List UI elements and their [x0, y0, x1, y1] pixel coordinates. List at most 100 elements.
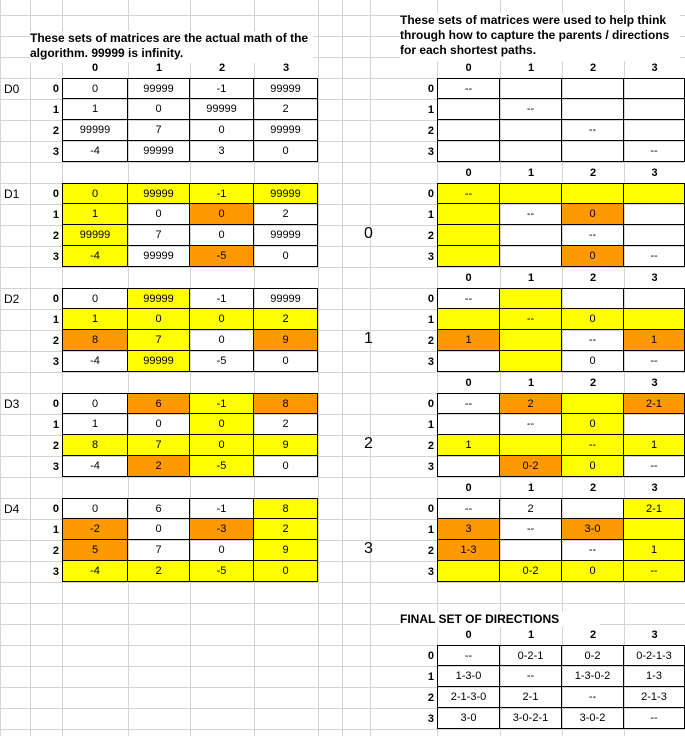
distance-cell[interactable]: -5 [190, 561, 254, 582]
row-label[interactable]: 1 [52, 313, 59, 326]
distance-cell[interactable]: 8 [62, 330, 128, 351]
direction-cell[interactable] [500, 288, 562, 309]
final-direction-cell[interactable]: 2-1-3 [624, 687, 685, 708]
row-label[interactable]: 1 [52, 418, 59, 431]
direction-cell[interactable]: -- [500, 519, 562, 540]
distance-cell[interactable]: -1 [190, 183, 254, 204]
column-header[interactable]: 0 [465, 628, 472, 641]
row-label[interactable]: 0 [427, 187, 434, 200]
matrix-label[interactable]: D0 [4, 81, 20, 96]
column-header[interactable]: 2 [589, 271, 597, 284]
row-label[interactable]: 2 [427, 229, 434, 242]
direction-cell[interactable]: 2 [500, 498, 562, 519]
direction-cell[interactable]: -- [500, 414, 562, 435]
direction-cell[interactable] [500, 183, 562, 204]
direction-cell[interactable]: -- [562, 330, 624, 351]
row-label[interactable]: 0 [427, 649, 434, 662]
distance-cell[interactable]: 99999 [128, 183, 190, 204]
direction-cell[interactable]: 1 [437, 435, 500, 456]
column-header[interactable]: 1 [527, 628, 535, 641]
distance-cell[interactable]: 1 [62, 204, 128, 225]
final-direction-cell[interactable]: 3-0-2 [562, 708, 624, 729]
distance-cell[interactable]: 99999 [254, 225, 318, 246]
distance-cell[interactable]: 0 [128, 519, 190, 540]
direction-cell[interactable]: 0-2 [500, 456, 562, 477]
row-label[interactable]: 0 [52, 187, 59, 200]
distance-cell[interactable]: 9 [254, 540, 318, 561]
direction-cell[interactable] [562, 99, 624, 120]
direction-cell[interactable] [624, 120, 685, 141]
distance-cell[interactable]: 9 [254, 435, 318, 456]
direction-cell[interactable] [500, 540, 562, 561]
matrix-label[interactable]: D4 [4, 501, 20, 516]
direction-cell[interactable]: 2-1 [624, 393, 685, 414]
direction-cell[interactable] [437, 309, 500, 330]
distance-cell[interactable]: 5 [62, 540, 128, 561]
row-label[interactable]: 2 [52, 334, 59, 347]
row-label[interactable]: 1 [52, 208, 59, 221]
direction-cell[interactable] [562, 393, 624, 414]
column-header[interactable]: 0 [91, 61, 99, 74]
direction-cell[interactable] [624, 99, 685, 120]
direction-cell[interactable] [562, 183, 624, 204]
distance-cell[interactable]: 99999 [190, 99, 254, 120]
direction-cell[interactable]: -- [437, 288, 500, 309]
distance-cell[interactable]: 0 [190, 120, 254, 141]
distance-cell[interactable]: 0 [62, 78, 128, 99]
direction-cell[interactable]: 3 [437, 519, 500, 540]
direction-cell[interactable]: 3-0 [562, 519, 624, 540]
row-label[interactable]: 3 [52, 250, 59, 263]
direction-cell[interactable]: -- [562, 225, 624, 246]
distance-cell[interactable]: -1 [190, 78, 254, 99]
final-direction-cell[interactable]: 3-0-2-1 [500, 708, 562, 729]
column-header[interactable]: 2 [589, 61, 597, 74]
column-header[interactable]: 1 [155, 61, 163, 74]
distance-cell[interactable]: 0 [190, 540, 254, 561]
distance-cell[interactable]: 99999 [62, 225, 128, 246]
final-direction-cell[interactable]: 0-2-1-3 [624, 645, 685, 666]
direction-cell[interactable]: -- [624, 351, 685, 372]
final-direction-cell[interactable]: 1-3-0-2 [562, 666, 624, 687]
direction-cell[interactable] [437, 204, 500, 225]
row-label[interactable]: 1 [427, 418, 434, 431]
column-header[interactable]: 2 [589, 481, 597, 494]
direction-cell[interactable] [437, 246, 500, 267]
final-direction-cell[interactable]: -- [562, 687, 624, 708]
distance-cell[interactable]: 0 [190, 330, 254, 351]
distance-cell[interactable]: 7 [128, 435, 190, 456]
distance-cell[interactable]: -4 [62, 351, 128, 372]
row-label[interactable]: 2 [427, 544, 434, 557]
direction-cell[interactable] [624, 288, 685, 309]
direction-cell[interactable] [624, 225, 685, 246]
direction-cell[interactable] [437, 141, 500, 162]
row-label[interactable]: 2 [52, 229, 59, 242]
direction-cell[interactable] [437, 414, 500, 435]
direction-cell[interactable]: -- [437, 183, 500, 204]
row-label[interactable]: 0 [52, 502, 59, 515]
column-header[interactable]: 3 [651, 61, 658, 74]
distance-cell[interactable]: -4 [62, 246, 128, 267]
direction-cell[interactable]: 1 [437, 330, 500, 351]
direction-cell[interactable] [437, 120, 500, 141]
direction-cell[interactable]: -- [624, 456, 685, 477]
distance-cell[interactable]: 2 [254, 519, 318, 540]
row-label[interactable]: 2 [52, 124, 59, 137]
row-label[interactable]: 2 [52, 544, 59, 557]
distance-cell[interactable]: 2 [254, 414, 318, 435]
row-label[interactable]: 1 [427, 313, 434, 326]
column-header[interactable]: 2 [218, 61, 226, 74]
direction-cell[interactable] [562, 288, 624, 309]
distance-cell[interactable]: 9 [254, 330, 318, 351]
distance-cell[interactable]: 99999 [128, 246, 190, 267]
column-header[interactable]: 1 [527, 61, 535, 74]
direction-cell[interactable]: -- [500, 204, 562, 225]
distance-cell[interactable]: -5 [190, 351, 254, 372]
final-direction-cell[interactable]: 2-1 [500, 687, 562, 708]
direction-cell[interactable]: 2 [500, 393, 562, 414]
direction-cell[interactable]: 1 [624, 330, 685, 351]
direction-cell[interactable] [500, 351, 562, 372]
distance-cell[interactable]: 99999 [128, 141, 190, 162]
column-header[interactable]: 0 [465, 166, 472, 179]
final-direction-cell[interactable]: 0-2-1 [500, 645, 562, 666]
distance-cell[interactable]: 7 [128, 330, 190, 351]
